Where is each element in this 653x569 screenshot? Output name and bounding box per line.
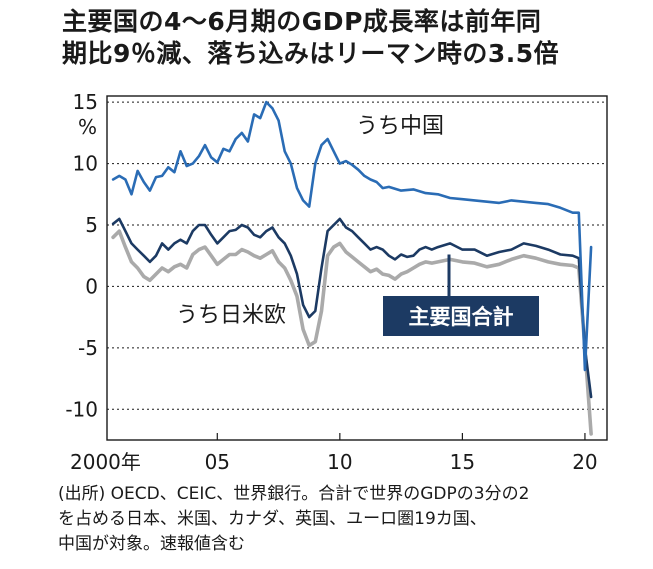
- series-line-jp-us-eu: [111, 229, 593, 436]
- x-tick-label: 05: [205, 450, 230, 474]
- y-tick-label: 0: [85, 274, 98, 298]
- chart-title-line-2: 期比9％減、落ち込みはリーマン時の3.5倍: [62, 39, 560, 68]
- grid-lines: [107, 101, 607, 410]
- chart-title: 主要国の4～6月期のGDP成長率は前年同 期比9％減、落ち込みはリーマン時の3.…: [62, 6, 647, 70]
- y-axis-unit: %: [78, 115, 97, 139]
- y-tick-label: 5: [85, 213, 98, 237]
- series-line-china: [111, 100, 593, 372]
- axis-ticks: 15 10 5 0 -5 -10% 2000年 05 10 15 20: [65, 90, 597, 474]
- source-note-line-1: (出所) OECD、CEIC、世界銀行。合計で世界のGDPの3分の2: [58, 484, 530, 504]
- y-tick-label: 10: [73, 152, 98, 176]
- chart-title-line-1: 主要国の4～6月期のGDP成長率は前年同: [62, 7, 542, 36]
- series-lines: [111, 100, 593, 436]
- x-tick-label: 10: [327, 450, 352, 474]
- label-major-total: 主要国合計: [409, 305, 514, 329]
- x-tick-label: 15: [450, 450, 475, 474]
- x-tick-label: 20: [572, 450, 597, 474]
- y-tick-label: 15: [73, 90, 98, 114]
- label-box-major-total: [383, 296, 539, 336]
- y-tick-label: -5: [78, 336, 98, 360]
- x-tick-label: 2000年: [70, 450, 141, 474]
- y-tick-label: -10: [65, 397, 98, 421]
- source-note-line-3: 中国が対象。速報値含む: [58, 534, 245, 554]
- series-line-major-total: [111, 217, 593, 399]
- plot-frame: [106, 95, 608, 441]
- label-jp-us-eu: うち日米欧: [176, 303, 286, 328]
- source-note-line-2: を占める日本、米国、カナダ、英国、ユーロ圏19カ国、: [58, 509, 487, 529]
- source-note: (出所) OECD、CEIC、世界銀行。合計で世界のGDPの3分の2 を占める日…: [58, 482, 648, 557]
- label-china: うち中国: [356, 114, 444, 139]
